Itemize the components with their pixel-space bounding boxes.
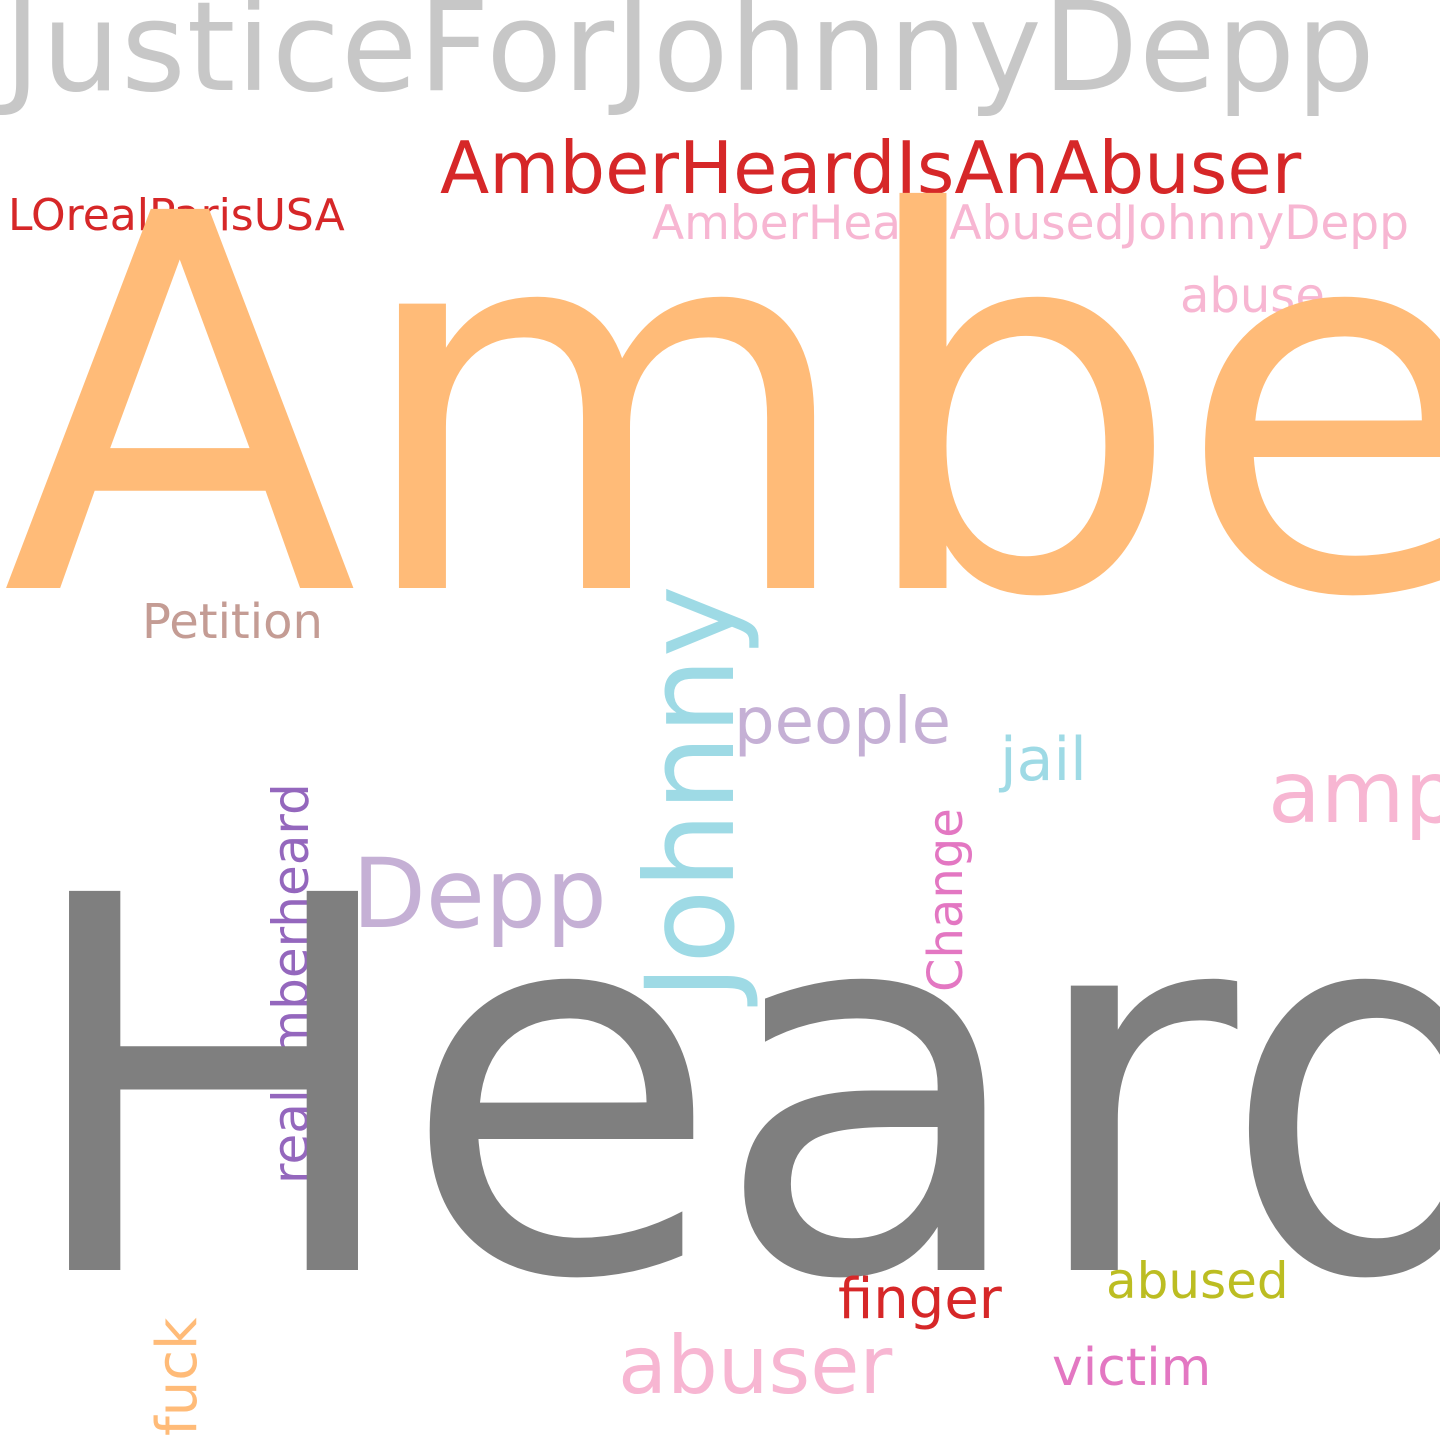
word-heard: Heard [18,787,1440,1393]
word-amber: Amber [2,105,1440,711]
word-amp: amp [1268,743,1440,843]
word-jail: jail [1000,725,1087,795]
word-abused: abused [1106,1252,1289,1310]
word-loreal-paris-usa: LOrealParisUSA [8,190,345,241]
word-depp: Depp [352,838,607,950]
word-abuse: abuse [1180,268,1325,324]
word-amber-heard-is-an-abuser: AmberHeardIsAnAbuser [440,126,1302,210]
word-fuck: fuck [145,1317,210,1436]
word-petition: Petition [142,594,323,650]
word-abuser: abuser [618,1319,893,1412]
word-amber-heard-abused-johnny-depp: AmberHeardAbusedJohnnyDepp [652,196,1409,251]
word-finger: finger [838,1267,1002,1332]
word-people: people [734,685,951,759]
word-justice-for-johnny-depp: JusticeForJohnnyDepp [4,0,1376,120]
word-victim: victim [1052,1338,1212,1398]
